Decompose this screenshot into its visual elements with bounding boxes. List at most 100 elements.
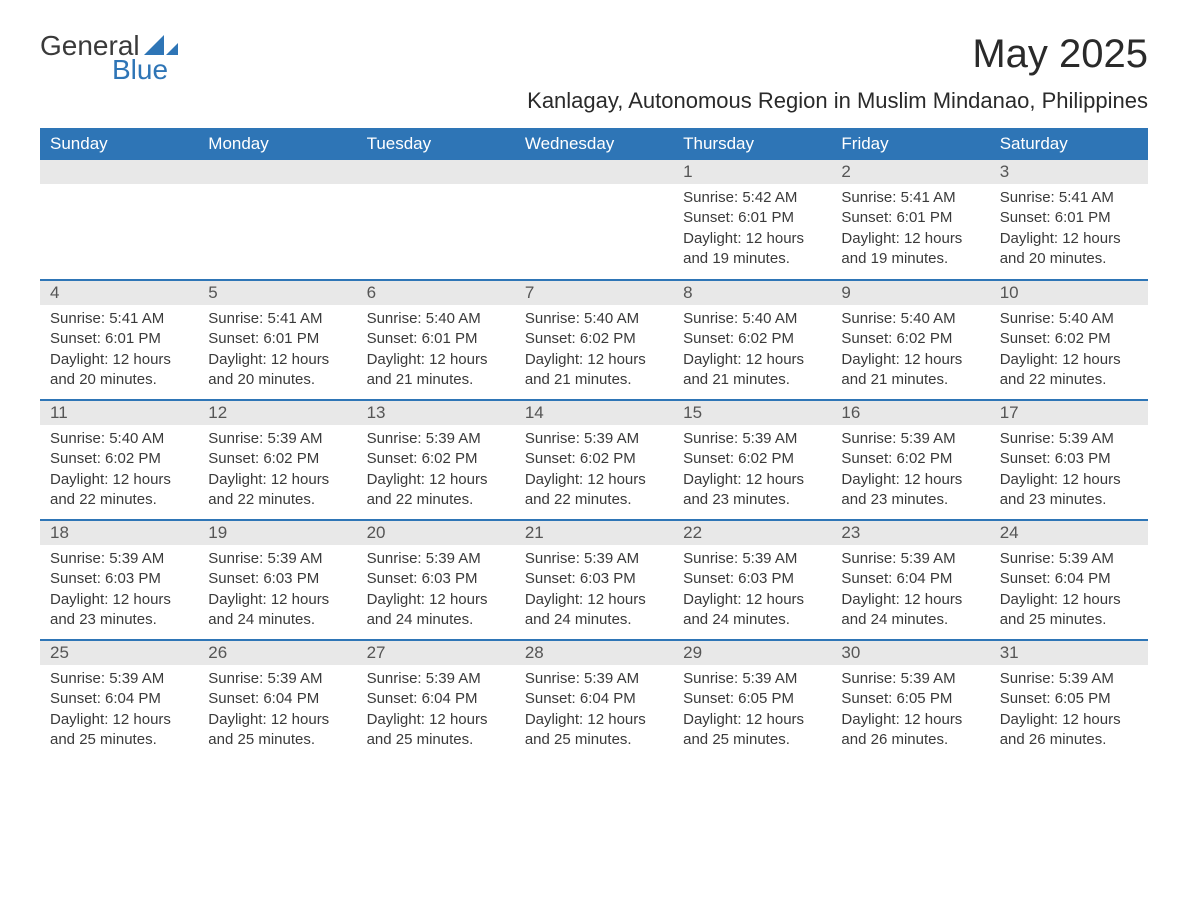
calendar-cell: 3Sunrise: 5:41 AMSunset: 6:01 PMDaylight… bbox=[990, 160, 1148, 280]
day-number: 21 bbox=[515, 521, 673, 545]
day-number: 17 bbox=[990, 401, 1148, 425]
field-value: 5:39 AM bbox=[267, 430, 322, 447]
field-value: 6:05 PM bbox=[738, 690, 794, 707]
brand-word-2: Blue bbox=[112, 56, 178, 84]
field-label: Sunset: bbox=[1000, 450, 1051, 467]
day-number: 2 bbox=[831, 160, 989, 184]
field-label: Sunset: bbox=[683, 690, 734, 707]
field-label: Sunrise: bbox=[50, 670, 105, 687]
calendar-cell: 8Sunrise: 5:40 AMSunset: 6:02 PMDaylight… bbox=[673, 280, 831, 400]
day-number: 23 bbox=[831, 521, 989, 545]
field-label: Daylight: bbox=[367, 591, 425, 608]
field-value: 6:05 PM bbox=[896, 690, 952, 707]
calendar-cell: 6Sunrise: 5:40 AMSunset: 6:01 PMDaylight… bbox=[357, 280, 515, 400]
field-label: Sunset: bbox=[50, 330, 101, 347]
day-details: Sunrise: 5:39 AMSunset: 6:05 PMDaylight:… bbox=[990, 665, 1148, 758]
field-label: Sunset: bbox=[208, 330, 259, 347]
field-label: Sunrise: bbox=[683, 550, 738, 567]
field-label: Sunrise: bbox=[208, 430, 263, 447]
field-label: Sunset: bbox=[525, 330, 576, 347]
weekday-header: Tuesday bbox=[357, 128, 515, 160]
day-number: 28 bbox=[515, 641, 673, 665]
day-details: Sunrise: 5:39 AMSunset: 6:02 PMDaylight:… bbox=[831, 425, 989, 518]
calendar-cell: 18Sunrise: 5:39 AMSunset: 6:03 PMDayligh… bbox=[40, 520, 198, 640]
field-label: Sunset: bbox=[208, 570, 259, 587]
field-value: 5:39 AM bbox=[584, 670, 639, 687]
field-value: 6:04 PM bbox=[896, 570, 952, 587]
field-value: 6:02 PM bbox=[738, 330, 794, 347]
field-label: Daylight: bbox=[1000, 230, 1058, 247]
day-details: Sunrise: 5:40 AMSunset: 6:02 PMDaylight:… bbox=[515, 305, 673, 398]
field-label: Sunrise: bbox=[367, 310, 422, 327]
field-value: 6:02 PM bbox=[896, 450, 952, 467]
field-label: Daylight: bbox=[50, 591, 108, 608]
field-label: Sunrise: bbox=[367, 550, 422, 567]
day-details: Sunrise: 5:39 AMSunset: 6:05 PMDaylight:… bbox=[673, 665, 831, 758]
calendar-cell: 11Sunrise: 5:40 AMSunset: 6:02 PMDayligh… bbox=[40, 400, 198, 520]
field-value: 5:39 AM bbox=[1059, 430, 1114, 447]
day-number: 7 bbox=[515, 281, 673, 305]
day-details: Sunrise: 5:41 AMSunset: 6:01 PMDaylight:… bbox=[990, 184, 1148, 277]
calendar-table: SundayMondayTuesdayWednesdayThursdayFrid… bbox=[40, 128, 1148, 760]
calendar-cell: 28Sunrise: 5:39 AMSunset: 6:04 PMDayligh… bbox=[515, 640, 673, 760]
field-label: Sunset: bbox=[50, 570, 101, 587]
calendar-body: 1Sunrise: 5:42 AMSunset: 6:01 PMDaylight… bbox=[40, 160, 1148, 760]
day-number: 10 bbox=[990, 281, 1148, 305]
weekday-header: Monday bbox=[198, 128, 356, 160]
day-details: Sunrise: 5:39 AMSunset: 6:02 PMDaylight:… bbox=[198, 425, 356, 518]
day-number: 20 bbox=[357, 521, 515, 545]
field-label: Daylight: bbox=[841, 351, 899, 368]
day-number: 16 bbox=[831, 401, 989, 425]
field-value: 5:40 AM bbox=[584, 310, 639, 327]
field-label: Daylight: bbox=[525, 351, 583, 368]
calendar-cell: 31Sunrise: 5:39 AMSunset: 6:05 PMDayligh… bbox=[990, 640, 1148, 760]
field-label: Sunset: bbox=[683, 570, 734, 587]
day-number: 11 bbox=[40, 401, 198, 425]
brand-logo: General Blue bbox=[40, 32, 178, 84]
calendar-cell: 16Sunrise: 5:39 AMSunset: 6:02 PMDayligh… bbox=[831, 400, 989, 520]
day-details: Sunrise: 5:42 AMSunset: 6:01 PMDaylight:… bbox=[673, 184, 831, 277]
field-value: 5:39 AM bbox=[584, 550, 639, 567]
field-label: Sunrise: bbox=[525, 550, 580, 567]
field-label: Sunset: bbox=[208, 450, 259, 467]
field-value: 6:03 PM bbox=[105, 570, 161, 587]
field-label: Daylight: bbox=[683, 471, 741, 488]
field-value: 6:02 PM bbox=[422, 450, 478, 467]
field-value: 5:42 AM bbox=[742, 189, 797, 206]
field-label: Sunset: bbox=[525, 450, 576, 467]
day-number: 1 bbox=[673, 160, 831, 184]
field-label: Sunset: bbox=[50, 450, 101, 467]
calendar-cell: 4Sunrise: 5:41 AMSunset: 6:01 PMDaylight… bbox=[40, 280, 198, 400]
field-value: 6:04 PM bbox=[580, 690, 636, 707]
weekday-header: Thursday bbox=[673, 128, 831, 160]
calendar-cell: 17Sunrise: 5:39 AMSunset: 6:03 PMDayligh… bbox=[990, 400, 1148, 520]
field-label: Daylight: bbox=[367, 471, 425, 488]
field-label: Daylight: bbox=[525, 711, 583, 728]
day-number: 30 bbox=[831, 641, 989, 665]
field-label: Daylight: bbox=[50, 351, 108, 368]
field-value: 6:02 PM bbox=[896, 330, 952, 347]
field-label: Sunset: bbox=[683, 450, 734, 467]
day-details: Sunrise: 5:39 AMSunset: 6:02 PMDaylight:… bbox=[357, 425, 515, 518]
field-value: 6:04 PM bbox=[422, 690, 478, 707]
calendar-cell: 10Sunrise: 5:40 AMSunset: 6:02 PMDayligh… bbox=[990, 280, 1148, 400]
field-value: 5:41 AM bbox=[1059, 189, 1114, 206]
day-details: Sunrise: 5:39 AMSunset: 6:03 PMDaylight:… bbox=[990, 425, 1148, 518]
field-label: Sunrise: bbox=[525, 430, 580, 447]
day-number: 9 bbox=[831, 281, 989, 305]
field-label: Sunrise: bbox=[683, 310, 738, 327]
day-details: Sunrise: 5:39 AMSunset: 6:04 PMDaylight:… bbox=[515, 665, 673, 758]
calendar-cell: 20Sunrise: 5:39 AMSunset: 6:03 PMDayligh… bbox=[357, 520, 515, 640]
field-label: Sunset: bbox=[367, 570, 418, 587]
field-value: 5:41 AM bbox=[267, 310, 322, 327]
weekday-header: Wednesday bbox=[515, 128, 673, 160]
field-label: Sunrise: bbox=[841, 550, 896, 567]
field-label: Sunrise: bbox=[841, 310, 896, 327]
field-label: Sunset: bbox=[1000, 330, 1051, 347]
calendar-cell: 26Sunrise: 5:39 AMSunset: 6:04 PMDayligh… bbox=[198, 640, 356, 760]
field-value: 5:41 AM bbox=[901, 189, 956, 206]
day-number: 26 bbox=[198, 641, 356, 665]
calendar-header-row: SundayMondayTuesdayWednesdayThursdayFrid… bbox=[40, 128, 1148, 160]
field-label: Daylight: bbox=[683, 230, 741, 247]
field-label: Sunrise: bbox=[683, 430, 738, 447]
